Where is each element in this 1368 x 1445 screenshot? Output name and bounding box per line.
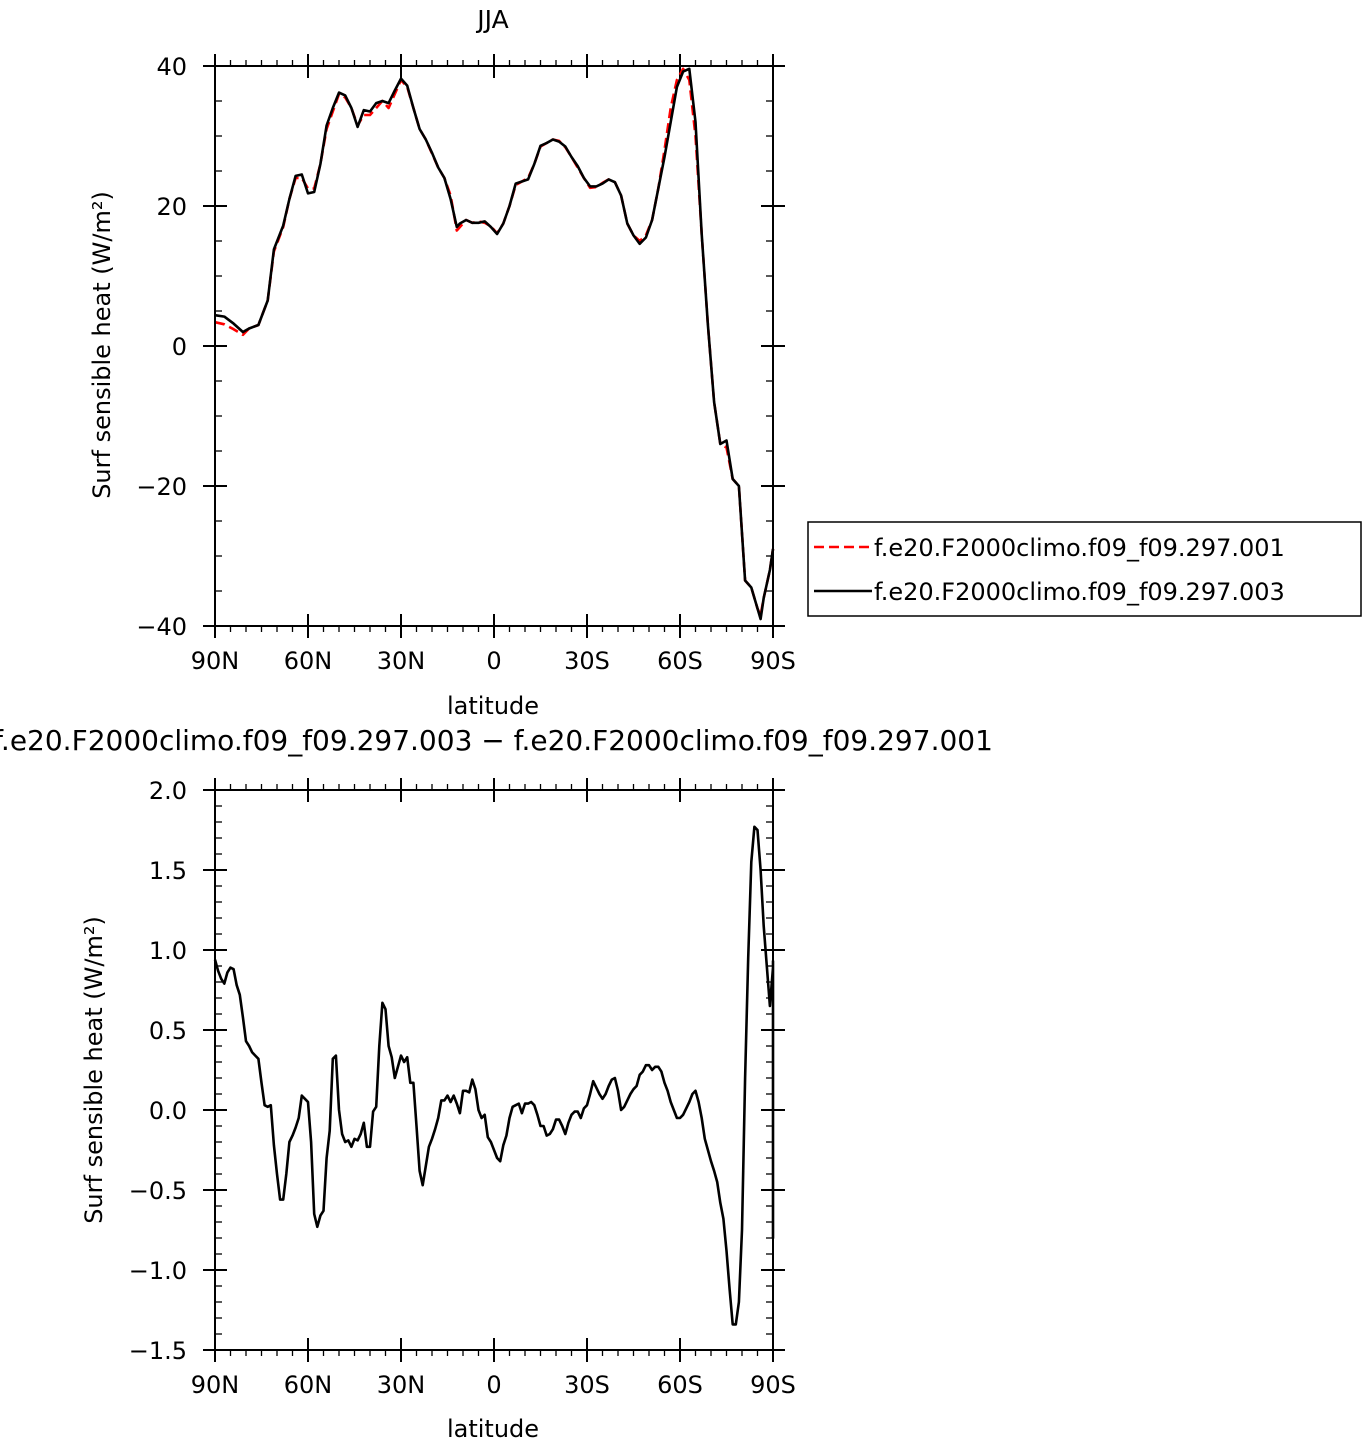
top-x-axis-label: latitude — [447, 692, 539, 720]
x-tick-label: 90N — [191, 1371, 240, 1399]
y-tick-label: 20 — [156, 193, 187, 221]
legend: f.e20.F2000climo.f09_f09.297.001 f.e20.F… — [807, 521, 1362, 617]
y-tick-label: 1.0 — [149, 937, 187, 965]
legend-box — [807, 521, 1362, 617]
x-tick-label: 60S — [657, 647, 703, 675]
y-tick-label: 40 — [156, 53, 187, 81]
x-tick-label: 0 — [486, 1371, 501, 1399]
legend-label-series-1: f.e20.F2000climo.f09_f09.297.001 — [874, 534, 1285, 562]
x-tick-label: 30S — [564, 1371, 610, 1399]
legend-label-series-2: f.e20.F2000climo.f09_f09.297.003 — [874, 578, 1285, 606]
x-tick-label: 90S — [750, 1371, 796, 1399]
x-tick-label: 90S — [750, 647, 796, 675]
bottom-y-axis-label: Surf sensible heat (W/m²) — [80, 916, 108, 1224]
plot-frame — [214, 789, 774, 1351]
x-tick-label: 60N — [284, 1371, 333, 1399]
y-tick-label: −40 — [136, 613, 187, 641]
top-chart-title: JJA — [475, 5, 508, 34]
y-tick-label: −1.5 — [129, 1337, 187, 1365]
x-tick-label: 90N — [191, 647, 240, 675]
plot-frame — [214, 65, 774, 627]
x-tick-label: 30N — [377, 1371, 426, 1399]
y-tick-label: −20 — [136, 473, 187, 501]
bottom-x-axis-label: latitude — [447, 1415, 539, 1443]
x-tick-label: 60N — [284, 647, 333, 675]
y-tick-label: 1.5 — [149, 857, 187, 885]
x-tick-label: 30S — [564, 647, 610, 675]
series-line-1 — [213, 825, 775, 1326]
y-tick-label: 2.0 — [149, 777, 187, 805]
bottom-panel: f.e20.F2000climo.f09_f09.297.003 − f.e20… — [0, 724, 993, 1443]
top-y-axis-label: Surf sensible heat (W/m²) — [88, 191, 116, 499]
bottom-chart-title: f.e20.F2000climo.f09_f09.297.003 − f.e20… — [0, 724, 993, 757]
x-tick-label: 0 — [486, 647, 501, 675]
x-tick-label: 60S — [657, 1371, 703, 1399]
y-tick-label: 0 — [172, 333, 187, 361]
y-tick-label: −1.0 — [129, 1257, 187, 1285]
series-line-1 — [214, 67, 775, 617]
y-tick-label: −0.5 — [129, 1177, 187, 1205]
y-tick-label: 0.0 — [149, 1097, 187, 1125]
x-tick-label: 30N — [377, 647, 426, 675]
y-tick-label: 0.5 — [149, 1017, 187, 1045]
series-line-2 — [214, 67, 775, 621]
